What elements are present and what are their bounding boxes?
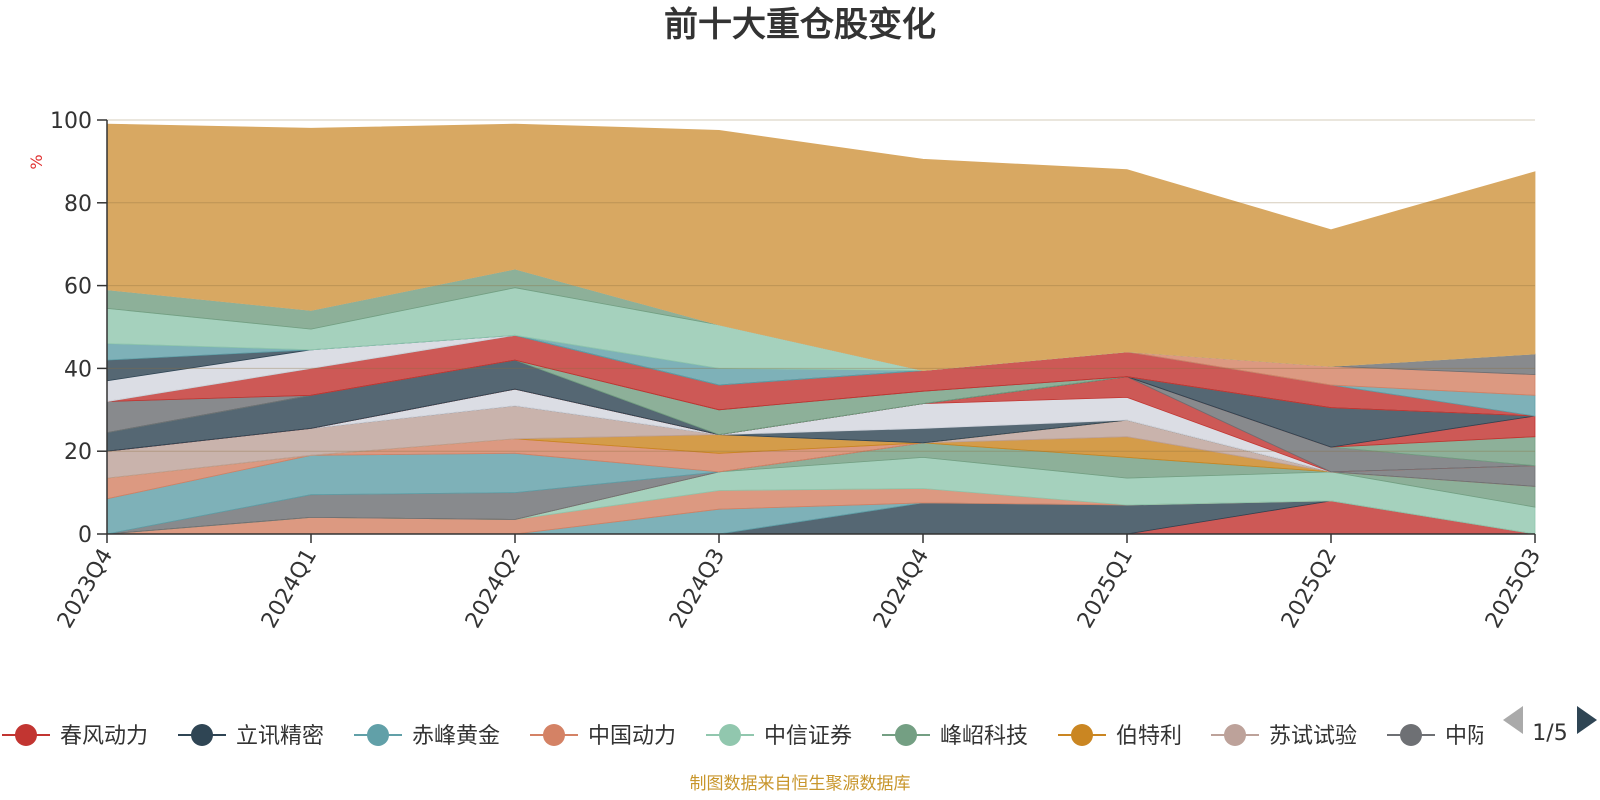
legend-marker-3 — [543, 724, 565, 746]
pager-label: 1/5 — [1532, 721, 1567, 746]
legend-label-8: 中际旭创 — [1445, 724, 1533, 749]
y-tick-label-0: 0 — [78, 523, 92, 548]
legend-item-2[interactable]: 赤峰黄金 — [354, 724, 500, 749]
y-tick-label-4: 80 — [64, 192, 92, 217]
legend-pager[interactable]: 1/5 — [1503, 706, 1597, 746]
area-series-33 — [106, 123, 1536, 371]
legend-item-3[interactable]: 中国动力 — [530, 724, 676, 749]
y-tick-label-1: 20 — [64, 440, 92, 465]
legend-label-6: 伯特利 — [1116, 724, 1182, 749]
legend-label-4: 中信证券 — [764, 724, 852, 749]
legend-label-1: 立讯精密 — [236, 724, 324, 749]
y-tick-label-5: 100 — [50, 109, 92, 134]
y-tick-label-3: 60 — [64, 275, 92, 300]
x-tick-label-5: 2025Q1 — [1073, 545, 1138, 633]
x-tick-label-1: 2024Q1 — [257, 545, 322, 633]
legend-marker-2 — [367, 724, 389, 746]
legend-marker-6 — [1071, 724, 1093, 746]
y-tick-label-2: 40 — [64, 357, 92, 382]
legend-label-0: 春风动力 — [60, 724, 148, 749]
x-tick-label-2: 2024Q2 — [461, 545, 526, 633]
legend-item-6[interactable]: 伯特利 — [1058, 724, 1182, 749]
legend-marker-1 — [191, 724, 213, 746]
legend-item-1[interactable]: 立讯精密 — [178, 724, 324, 749]
x-tick-label-7: 2025Q3 — [1481, 545, 1546, 633]
legend-marker-5 — [895, 724, 917, 746]
x-tick-label-3: 2024Q3 — [665, 545, 730, 633]
x-tick-label-4: 2024Q4 — [869, 545, 934, 633]
legend-item-5[interactable]: 峰岹科技 — [882, 724, 1028, 749]
legend-item-0[interactable]: 春风动力 — [2, 724, 148, 749]
legend-label-2: 赤峰黄金 — [412, 724, 500, 749]
chart-title: 前十大重仓股变化 — [664, 5, 936, 45]
legend-marker-8 — [1400, 724, 1422, 746]
y-axis-unit: % — [27, 154, 46, 169]
legend-item-8[interactable]: 中际旭创 — [1387, 724, 1533, 749]
legend-label-5: 峰岹科技 — [940, 724, 1028, 749]
legend-marker-7 — [1224, 724, 1246, 746]
legend[interactable]: 春风动力 立讯精密 赤峰黄金 中国动力 中信证券 峰岹科技 伯特利 苏试试验 中际旭创 — [2, 724, 1533, 749]
legend-item-4[interactable]: 中信证券 — [706, 724, 852, 749]
grid-lines — [107, 119, 1535, 452]
legend-label-3: 中国动力 — [588, 724, 676, 749]
pager-prev-icon[interactable] — [1503, 706, 1523, 734]
legend-items[interactable]: 春风动力 立讯精密 赤峰黄金 中国动力 中信证券 峰岹科技 伯特利 苏试试验 中际旭创 — [2, 724, 1533, 749]
series-areas — [106, 123, 1536, 535]
legend-marker-0 — [15, 724, 37, 746]
legend-marker-4 — [719, 724, 741, 746]
data-source-note: 制图数据来自恒生聚源数据库 — [690, 774, 911, 794]
pager-next-icon[interactable] — [1577, 706, 1597, 734]
x-tick-label-0: 2023Q4 — [53, 545, 118, 633]
x-tick-label-6: 2025Q2 — [1277, 545, 1342, 633]
legend-item-7[interactable]: 苏试试验 — [1211, 724, 1357, 749]
legend-label-7: 苏试试验 — [1269, 724, 1357, 749]
